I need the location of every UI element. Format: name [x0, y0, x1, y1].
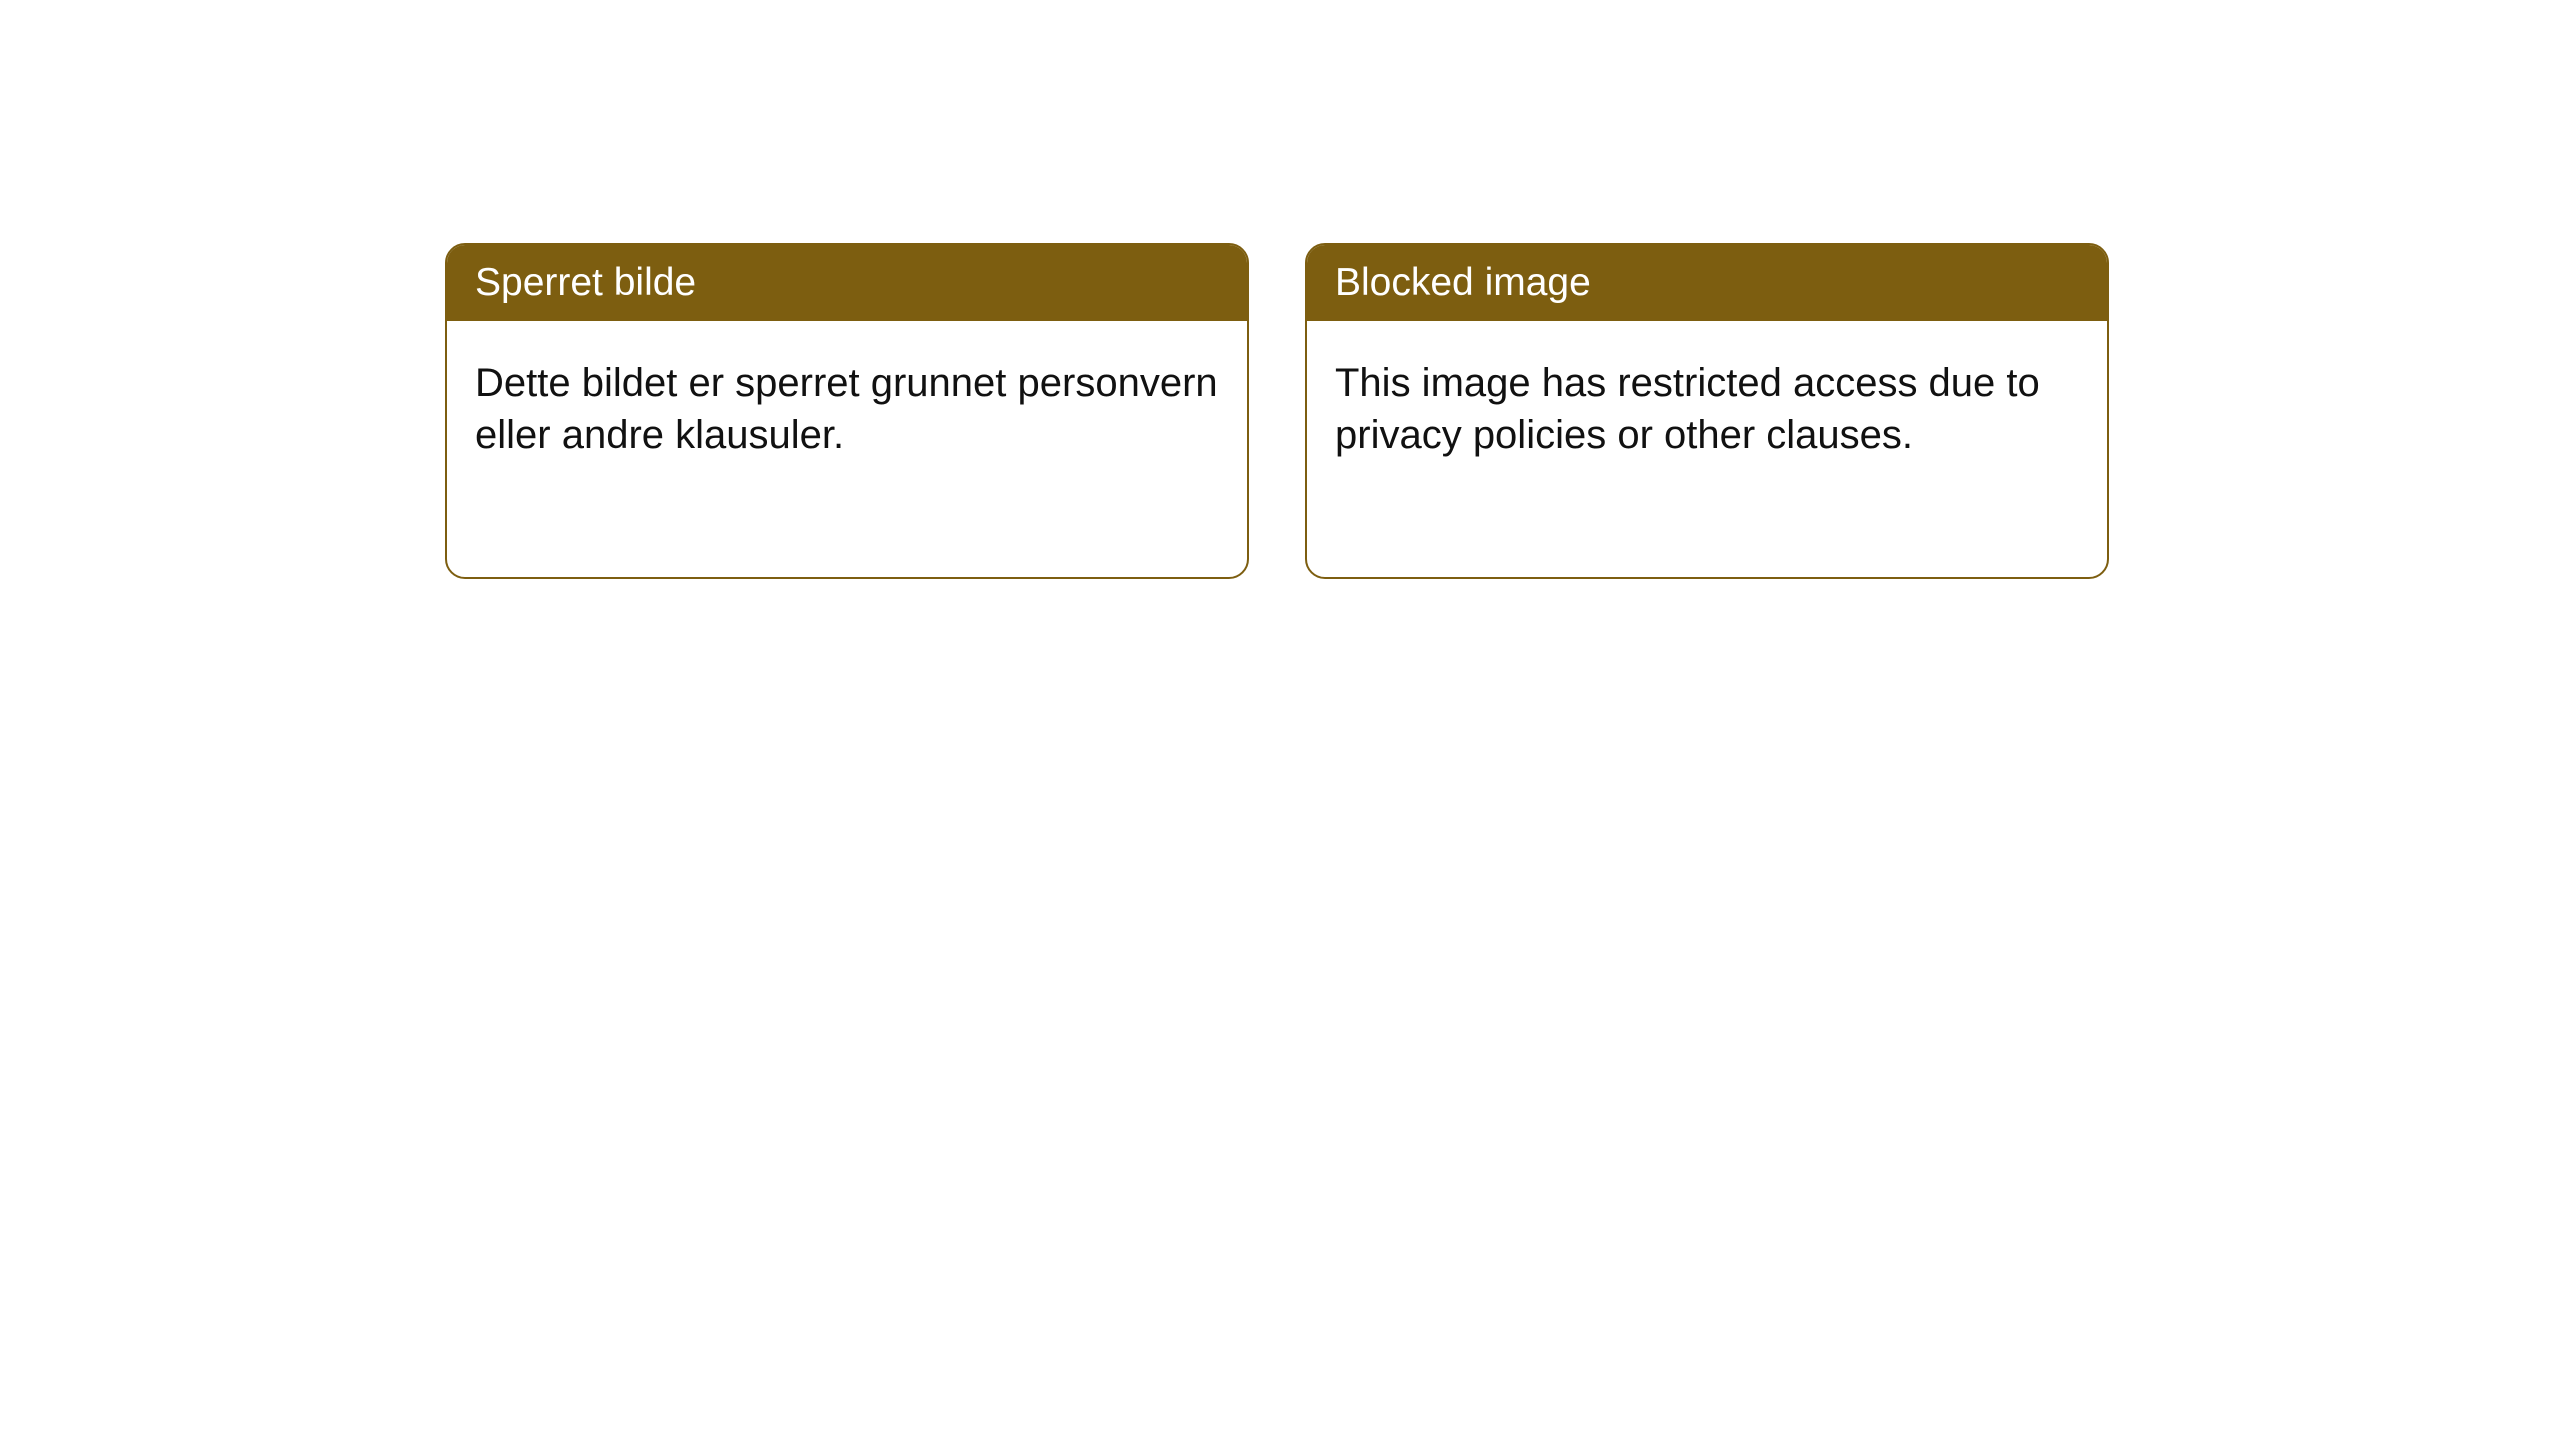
notice-body-en: This image has restricted access due to …	[1307, 321, 2107, 497]
notice-card-no: Sperret bilde Dette bildet er sperret gr…	[445, 243, 1249, 579]
notice-title-en: Blocked image	[1307, 245, 2107, 321]
notice-body-no: Dette bildet er sperret grunnet personve…	[447, 321, 1247, 497]
notice-title-no: Sperret bilde	[447, 245, 1247, 321]
notice-container: Sperret bilde Dette bildet er sperret gr…	[445, 243, 2109, 579]
notice-card-en: Blocked image This image has restricted …	[1305, 243, 2109, 579]
